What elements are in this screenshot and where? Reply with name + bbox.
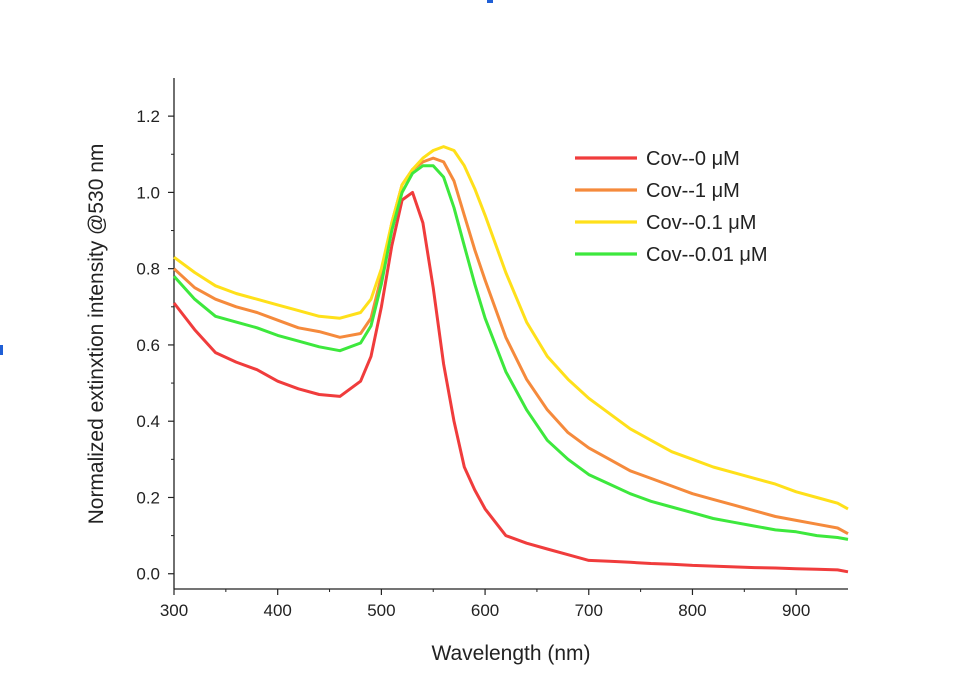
ticks: 300 400 500 600 700 800 900 0.0 0.2 0.4 0.6 0.8 1.0 1… xyxy=(136,107,810,620)
y-tick-label: 0.8 xyxy=(136,260,160,279)
legend-label: Cov--1 μM xyxy=(646,180,740,202)
series-line xyxy=(173,145,849,511)
legend-label: Cov--0.1 μM xyxy=(646,212,756,234)
series-line xyxy=(172,190,849,574)
y-tick-label: 1.2 xyxy=(136,107,160,126)
x-axis-title: Wavelength (nm) xyxy=(431,642,590,665)
y-tick-label: 0.4 xyxy=(136,412,160,431)
x-tick-label: 900 xyxy=(782,601,810,620)
y-tick-label: 1.0 xyxy=(136,183,160,202)
series-layer xyxy=(172,145,849,574)
legend-label: Cov--0.01 μM xyxy=(646,244,768,266)
x-tick-label: 500 xyxy=(367,601,395,620)
y-tick-label: 0.0 xyxy=(136,565,160,584)
edge-mark-top xyxy=(487,0,493,3)
x-tick-label: 600 xyxy=(471,601,499,620)
series-line xyxy=(172,164,849,541)
x-tick-label: 300 xyxy=(160,601,188,620)
series-line xyxy=(172,156,849,536)
x-tick-label: 400 xyxy=(264,601,292,620)
x-tick-label: 700 xyxy=(575,601,603,620)
edge-mark-left xyxy=(0,345,3,355)
legend: Cov--0 μM Cov--1 μM Cov--0.1 μM Cov--0.01 μ… xyxy=(575,148,768,266)
y-axis-title: Normalized extinxtion intensity @530 nm xyxy=(85,144,108,525)
x-tick-label: 800 xyxy=(678,601,706,620)
plot-frame xyxy=(173,78,848,590)
y-tick-label: 0.6 xyxy=(136,336,160,355)
legend-label: Cov--0 μM xyxy=(646,148,740,170)
y-tick-label: 0.2 xyxy=(136,488,160,507)
